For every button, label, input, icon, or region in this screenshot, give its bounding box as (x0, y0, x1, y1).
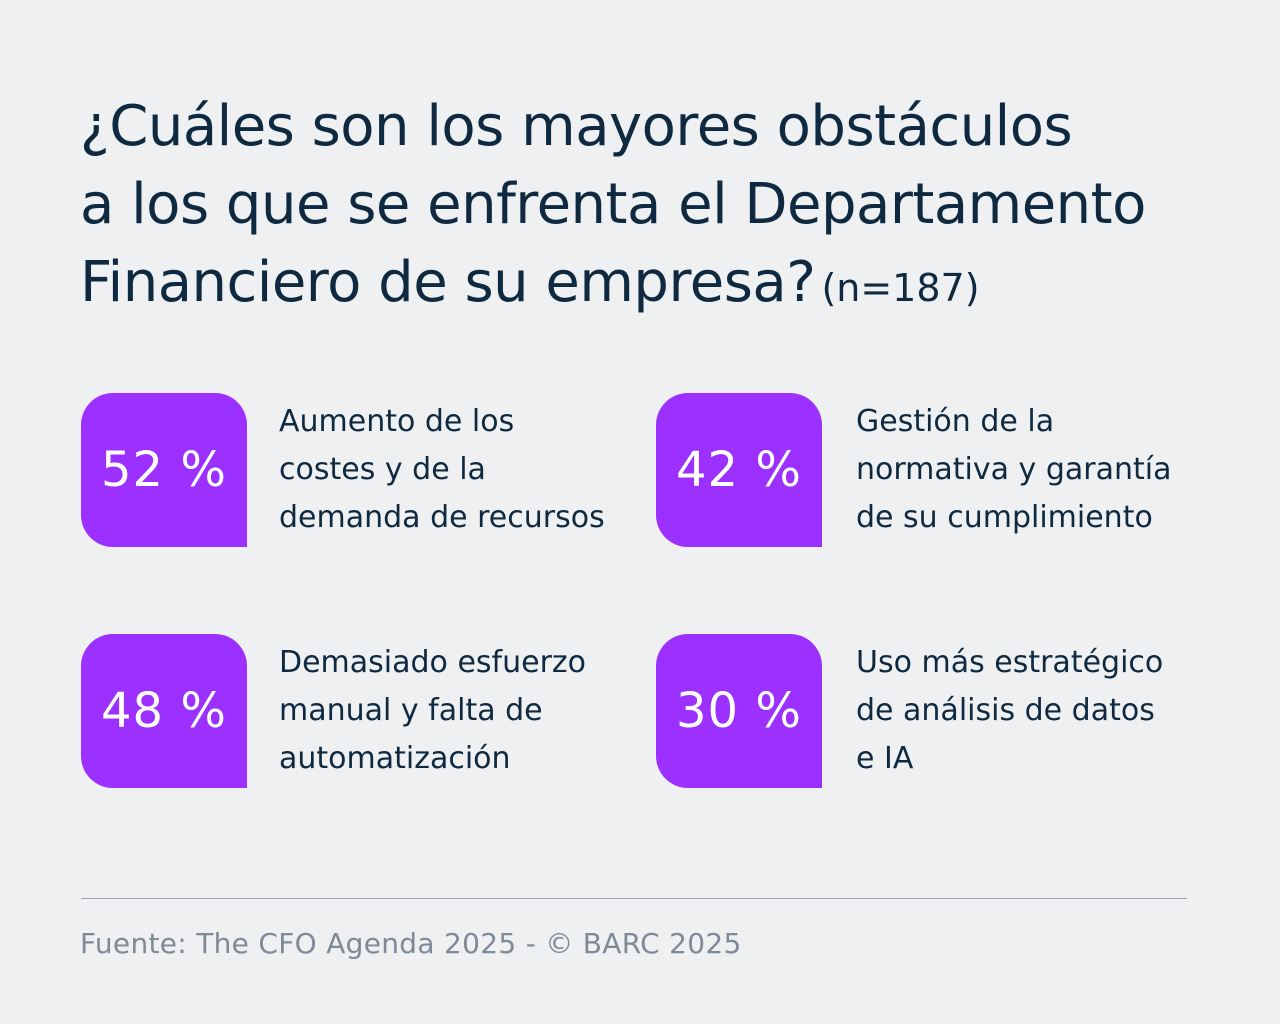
stat-label: Gestión de la normativa y garantía de su… (856, 404, 1172, 535)
percentage-badge: 52 % (81, 393, 247, 547)
stat-label: Uso más estratégico de análisis de datos… (856, 645, 1164, 776)
stat-label: Aumento de los costes y de la demanda de… (279, 404, 605, 535)
stat-item-manual-effort: 48 % Demasiado esfuerzo manual y falta d… (81, 634, 639, 788)
title-line-2: a los que se enfrenta el Departamento (80, 172, 1146, 237)
percentage-badge: 48 % (81, 634, 247, 788)
stat-label: Demasiado esfuerzo manual y falta de aut… (279, 645, 587, 776)
stat-item-costs: 52 % Aumento de los costes y de la deman… (81, 393, 639, 547)
source-note: Fuente: The CFO Agenda 2025 - © BARC 202… (80, 927, 742, 960)
title-line-3-text: Financiero de su empresa? (80, 250, 816, 315)
title-line-3: Financiero de su empresa? (n=187) (80, 244, 1220, 327)
chart-title: ¿Cuáles son los mayores obstáculos a los… (80, 88, 1220, 327)
stat-item-regulation: 42 % Gestión de la normativa y garantía … (656, 393, 1216, 547)
footer-divider (81, 898, 1187, 899)
sample-size-note: (n=187) (821, 266, 980, 310)
title-line-1: ¿Cuáles son los mayores obstáculos (80, 94, 1073, 159)
stat-item-data-analysis: 30 % Uso más estratégico de análisis de … (656, 634, 1216, 788)
percentage-badge: 42 % (656, 393, 822, 547)
percentage-badge: 30 % (656, 634, 822, 788)
